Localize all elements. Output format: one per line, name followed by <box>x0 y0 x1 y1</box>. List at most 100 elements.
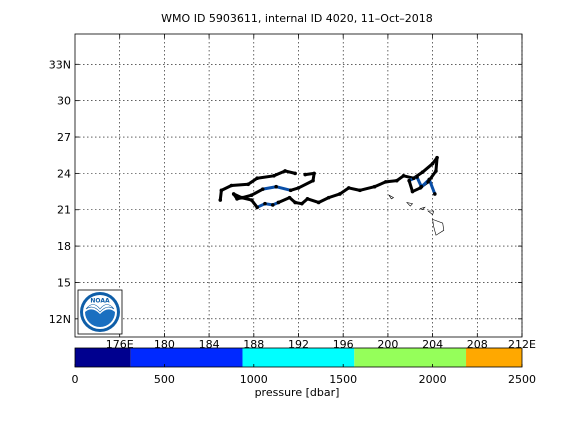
profile-point <box>305 197 310 201</box>
island-outline <box>432 218 445 236</box>
profile-point <box>316 200 321 205</box>
profile-point <box>430 161 435 166</box>
logo-text: NOAA <box>90 298 110 305</box>
profile-point <box>249 198 254 202</box>
coastline <box>388 194 445 236</box>
profile-point <box>231 192 236 196</box>
profile-point <box>395 178 399 183</box>
island-outline <box>427 210 435 216</box>
island-outline <box>419 206 426 211</box>
profile-point <box>235 197 239 201</box>
profile-point <box>229 183 234 188</box>
profile-point <box>358 188 362 193</box>
trajectory-segment <box>347 186 362 192</box>
profile-point <box>410 189 415 194</box>
colorbar-label: pressure [dbar] <box>255 386 340 399</box>
profile-point <box>326 195 331 200</box>
trajectory-segment <box>276 196 292 204</box>
colorbar-bin <box>242 348 355 367</box>
profile-point <box>434 169 438 173</box>
profile-point <box>239 195 244 200</box>
y-tick-label: 27 <box>57 131 71 144</box>
profile-point <box>411 176 416 181</box>
logo-wave <box>85 309 115 327</box>
profile-point <box>300 201 304 206</box>
island-outline <box>406 202 414 207</box>
float-trajectory <box>218 155 439 210</box>
profile-point <box>407 178 411 183</box>
profile-point <box>249 193 254 197</box>
trajectory-segment <box>272 169 287 178</box>
colorbar-bins <box>75 348 522 367</box>
trajectory-segment <box>384 179 399 184</box>
colorbar-bin <box>466 348 522 367</box>
colorbar-tick-label: 1500 <box>329 373 357 386</box>
y-tick-label: 18 <box>57 240 71 253</box>
colorbar-tick-label: 0 <box>72 373 79 386</box>
profile-point <box>420 170 425 174</box>
profile-point <box>303 172 308 177</box>
profile-point <box>346 186 351 190</box>
profile-point <box>287 195 292 200</box>
profile-point <box>288 188 293 193</box>
profile-point <box>219 188 224 193</box>
profile-point <box>311 178 315 183</box>
y-tick-label: 33N <box>49 58 71 71</box>
colorbar-tick-label: 2500 <box>508 373 536 386</box>
y-tick-label: 24 <box>57 167 71 180</box>
profile-point <box>433 192 437 196</box>
trajectory-segment <box>327 192 342 200</box>
profile-point <box>276 200 281 205</box>
logo-gull-icon <box>85 304 115 313</box>
trajectory-segment <box>434 156 439 173</box>
profile-point <box>255 205 259 210</box>
profile-point <box>218 198 223 202</box>
y-tick-label: 15 <box>57 276 71 289</box>
trajectory-segment <box>219 184 233 192</box>
profile-point <box>293 200 297 205</box>
colorbar-tick-label: 500 <box>154 373 175 386</box>
profile-point <box>274 184 278 189</box>
trajectory-segment <box>372 180 388 189</box>
profile-point <box>401 174 406 178</box>
profile-point <box>296 186 301 190</box>
profile-point <box>427 177 432 182</box>
colorbar-tick-label: 1000 <box>240 373 268 386</box>
colorbar-frame <box>74 347 523 368</box>
map-axes: 176E 180 184 188 192 196 200 204 208 212E 12N1518… <box>49 33 536 351</box>
y-tick-label: 12N <box>49 313 71 326</box>
profile-point <box>246 182 251 187</box>
trajectory-segment <box>229 182 250 187</box>
colorbar-bin <box>75 348 131 367</box>
noaa-logo: NOAA <box>77 289 123 335</box>
colorbar-ticks: 0 500 1000 1500 2000 2500 <box>72 364 536 386</box>
profile-point <box>255 176 259 181</box>
trajectory-segment <box>246 176 259 186</box>
trajectory-segment <box>255 174 276 180</box>
colorbar-tick-label: 2000 <box>419 373 447 386</box>
colorbar-bin <box>130 348 243 367</box>
chart-title: WMO ID 5903611, internal ID 4020, 11–Oct… <box>161 12 433 25</box>
profile-point <box>418 186 423 190</box>
trajectory-segment <box>421 162 435 174</box>
profile-point <box>272 174 276 178</box>
trajectory-segment <box>261 185 278 191</box>
y-tick-label: 30 <box>57 95 71 108</box>
colorbar-bin <box>354 348 467 367</box>
trajectory-segment <box>250 187 265 197</box>
profile-point <box>293 171 297 176</box>
trajectory-segment <box>305 197 321 204</box>
y-tick-label: 21 <box>57 204 71 217</box>
trajectory-segment <box>297 179 315 190</box>
profile-point <box>435 155 439 160</box>
profile-point <box>338 192 342 196</box>
trajectory-segment <box>358 185 376 192</box>
trajectory-segment <box>338 186 351 196</box>
trajectory-segment <box>407 179 414 194</box>
profile-point <box>263 201 267 206</box>
profile-point <box>283 169 287 173</box>
profile-point <box>415 175 419 179</box>
profile-point <box>383 180 388 184</box>
profile-point <box>270 203 275 207</box>
